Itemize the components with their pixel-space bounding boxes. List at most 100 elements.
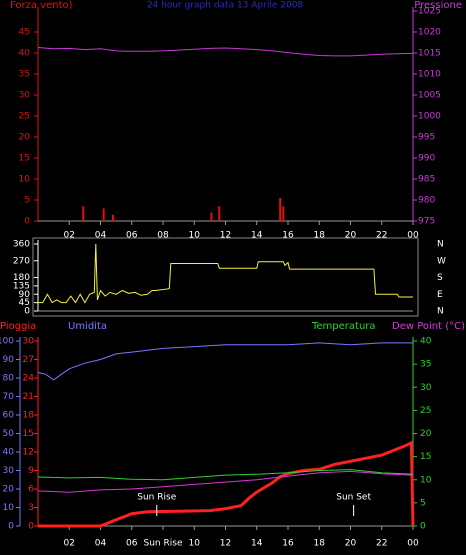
x-tick-label: 12	[220, 231, 231, 241]
y-tick-label: 10	[19, 175, 31, 185]
legend-label: Temperatura	[311, 321, 376, 332]
x-tick-label: Sun Rise	[144, 539, 183, 549]
x-tick-label: 04	[95, 231, 107, 241]
x-tick-label: 08	[157, 231, 169, 241]
y-tick-label: 1010	[418, 70, 441, 80]
x-tick-label: 20	[345, 539, 357, 549]
x-tick-label: 06	[126, 539, 138, 549]
y-tick-label: 27	[23, 355, 34, 365]
y-tick-label: 0	[24, 307, 30, 317]
y-tick-label: 21	[23, 392, 34, 402]
x-tick-label: 10	[189, 231, 201, 241]
y-tick-label: 100	[0, 337, 14, 347]
y-tick-label: 1000	[418, 112, 441, 122]
x-tick-label: 16	[282, 539, 294, 549]
y-tick-label: 40	[420, 337, 432, 347]
y-tick-label: 10	[3, 503, 15, 513]
y-tick-label: 25	[420, 406, 431, 416]
y-tick-label: 25	[19, 112, 30, 122]
y-tick-label: 20	[19, 133, 31, 143]
y-tick-label: 35	[420, 360, 431, 370]
series-line	[37, 469, 414, 481]
y-tick-label: 15	[23, 429, 34, 439]
legend-label: Dew Point (°C)	[392, 321, 465, 332]
x-tick-label: 22	[376, 231, 387, 241]
y-tick-label: N	[437, 240, 444, 250]
series-line	[37, 47, 414, 57]
y-tick-label: E	[437, 290, 443, 300]
y-tick-label: 5	[24, 196, 30, 206]
x-tick-label: 18	[314, 231, 326, 241]
legend-label: Umidita	[68, 321, 107, 332]
y-tick-label: 0	[8, 522, 14, 532]
legend-label: Pioggia	[0, 321, 36, 332]
y-tick-label: 360	[13, 240, 30, 250]
y-tick-label: 9	[28, 466, 34, 476]
y-tick-label: 0	[420, 522, 426, 532]
y-tick-label: 0	[28, 522, 34, 532]
y-tick-label: 5	[420, 498, 426, 508]
chart-title: 24 hour graph data 13 Aprile 2008	[147, 1, 304, 11]
y-tick-label: 135	[13, 281, 30, 291]
x-tick-label: 14	[251, 231, 263, 241]
y-tick-label: 6	[28, 485, 34, 495]
y-tick-label: 990	[418, 154, 435, 164]
y-tick-label: 180	[13, 273, 30, 283]
x-tick-label: 02	[64, 231, 75, 241]
x-tick-label: 02	[64, 539, 75, 549]
x-tick-label: 00	[407, 539, 419, 549]
y-tick-label: 60	[3, 411, 15, 421]
y-tick-label: 90	[3, 355, 15, 365]
series-line	[37, 342, 413, 381]
y-tick-label: N	[437, 307, 444, 317]
y-tick-label: 35	[19, 70, 30, 80]
y-tick-label: 15	[420, 452, 431, 462]
series-line	[37, 470, 414, 493]
y-tick-label: 80	[3, 374, 15, 384]
legend-label: Pressione	[414, 0, 462, 11]
x-tick-label: 18	[314, 539, 326, 549]
y-tick-label: 40	[19, 49, 31, 59]
y-tick-label: 1015	[418, 49, 441, 59]
x-tick-label: 20	[345, 231, 357, 241]
x-tick-label: 12	[220, 539, 231, 549]
y-tick-label: 270	[13, 256, 30, 266]
annotation: Sun Rise	[137, 493, 176, 503]
y-tick-label: 15	[19, 154, 30, 164]
y-tick-label: 975	[418, 217, 435, 227]
y-tick-label: 70	[3, 392, 15, 402]
y-tick-label: 50	[3, 429, 15, 439]
y-tick-label: 1025	[418, 7, 441, 17]
y-tick-label: 3	[28, 503, 34, 513]
series-line	[38, 243, 413, 304]
y-tick-label: 0	[24, 217, 30, 227]
y-tick-label: 18	[23, 411, 35, 421]
y-tick-label: 90	[19, 290, 31, 300]
y-tick-label: 1005	[418, 91, 441, 101]
y-tick-label: 12	[23, 448, 34, 458]
y-tick-label: 995	[418, 133, 435, 143]
y-tick-label: 24	[23, 374, 35, 384]
y-tick-label: W	[437, 256, 446, 266]
x-tick-label: 04	[95, 539, 107, 549]
y-tick-label: 985	[418, 175, 435, 185]
x-tick-label: 16	[282, 231, 294, 241]
x-tick-label: 22	[376, 539, 387, 549]
y-tick-label: 45	[19, 28, 30, 38]
y-tick-label: S	[437, 273, 443, 283]
y-tick-label: 1020	[418, 28, 441, 38]
direction-frame	[32, 237, 419, 317]
y-tick-label: 40	[3, 448, 15, 458]
y-tick-label: 20	[420, 429, 432, 439]
y-tick-label: 20	[3, 485, 15, 495]
y-tick-label: 980	[418, 196, 435, 206]
annotation: Sun Set	[336, 493, 371, 503]
x-tick-label: 00	[407, 231, 419, 241]
x-tick-label: 06	[126, 231, 138, 241]
x-tick-label: 14	[251, 539, 263, 549]
y-tick-label: 30	[19, 91, 31, 101]
series-line	[38, 440, 415, 528]
